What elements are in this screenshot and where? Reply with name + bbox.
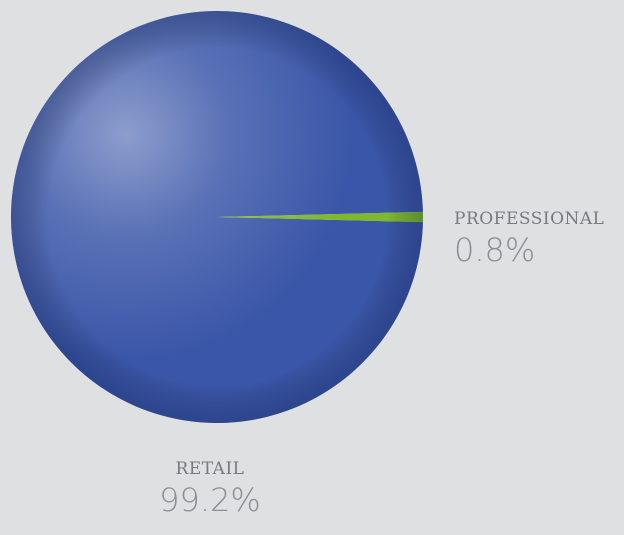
pie-edge-shade bbox=[11, 11, 423, 423]
slice-label-professional: PROFESSIONAL 0.8% bbox=[454, 209, 604, 269]
slice-value-professional: 0.8% bbox=[454, 231, 536, 269]
slice-name-professional: PROFESSIONAL bbox=[454, 209, 605, 229]
slice-value-retail: 99.2% bbox=[159, 481, 261, 519]
slice-label-retail: RETAIL 99.2% bbox=[140, 459, 280, 519]
slice-name-retail: RETAIL bbox=[175, 459, 245, 479]
